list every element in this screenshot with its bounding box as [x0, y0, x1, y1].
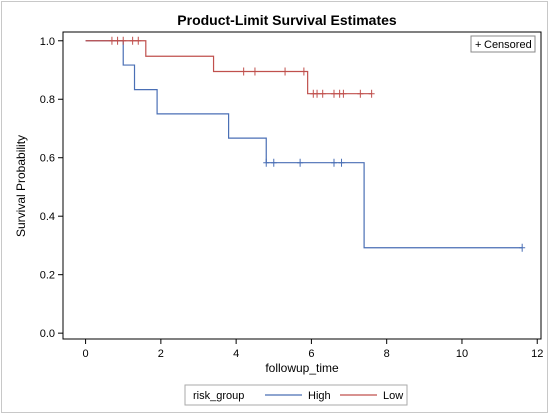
censor-mark-high [338, 158, 345, 167]
censor-mark-low [314, 89, 321, 98]
y-tick-label: 0.6 [40, 153, 55, 165]
censor-mark-high [263, 158, 270, 167]
group-legend: risk_group High Low [184, 384, 408, 406]
y-tick-label: 1.0 [40, 36, 55, 48]
censor-mark-low [282, 67, 289, 76]
censor-mark-low [368, 89, 375, 98]
y-tick-label: 0.2 [40, 270, 55, 282]
censor-mark-low [129, 36, 136, 45]
x-tick-label: 12 [531, 348, 543, 360]
x-tick-label: 4 [233, 348, 239, 360]
x-axis: 0 2 4 6 8 10 12 [83, 339, 543, 360]
x-tick-label: 8 [384, 348, 390, 360]
censor-mark-low [120, 36, 127, 45]
censor-mark-low [357, 89, 364, 98]
legend-label-high: High [308, 390, 331, 402]
censor-mark-low [114, 36, 121, 45]
censor-mark-low [251, 67, 258, 76]
censored-legend-symbol: + [475, 39, 481, 51]
x-axis-label: followup_time [265, 361, 339, 375]
censored-legend-label: Censored [484, 39, 532, 51]
censor-mark-low [135, 36, 142, 45]
x-tick-label: 10 [456, 348, 468, 360]
y-axis: 0.0 0.2 0.4 0.6 0.8 1.0 [40, 36, 63, 340]
group-legend-title: risk_group [193, 390, 244, 402]
censored-inset-legend: + Censored [470, 35, 536, 53]
y-axis-label: Survival Probability [14, 135, 28, 237]
survival-curve-low [85, 40, 372, 95]
censor-mark-high [297, 158, 304, 167]
censor-mark-low [300, 67, 307, 76]
censor-mark-low [319, 89, 326, 98]
chart-title: Product-Limit Survival Estimates [177, 12, 397, 28]
legend-label-low: Low [383, 390, 403, 402]
censor-mark-low [108, 36, 115, 45]
censor-mark-low [330, 89, 337, 98]
x-tick-label: 2 [158, 348, 164, 360]
y-tick-label: 0.4 [40, 211, 55, 223]
y-tick-label: 0.8 [40, 94, 55, 106]
censored-legend-box [470, 35, 536, 53]
x-tick-label: 6 [308, 348, 314, 360]
survival-curve-high [85, 40, 523, 249]
series-layer [85, 36, 526, 252]
y-tick-label: 0.0 [40, 328, 55, 340]
plot-area [62, 31, 542, 340]
censor-mark-low [240, 67, 247, 76]
censor-mark-low [340, 89, 347, 98]
censor-mark-high [330, 158, 337, 167]
censor-mark-high [519, 243, 526, 252]
censor-mark-high [270, 158, 277, 167]
x-tick-label: 0 [83, 348, 89, 360]
